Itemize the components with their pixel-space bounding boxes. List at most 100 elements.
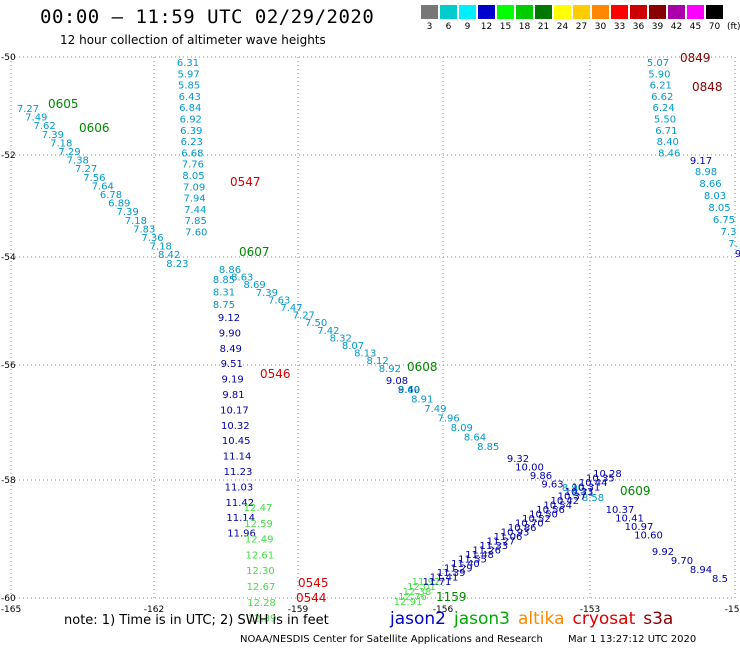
- pass-time-label: 0547: [230, 175, 261, 189]
- wave-height-label: 7.3: [721, 227, 737, 238]
- wave-height-label: 7.18: [150, 242, 172, 253]
- wave-height-label: 10.97: [625, 522, 654, 533]
- wave-height-label: 8.71: [572, 488, 594, 499]
- wave-height-label: 9.17: [690, 156, 712, 167]
- scale-swatch: [459, 5, 476, 19]
- credit-text: NOAA/NESDIS Center for Satellite Applica…: [240, 634, 543, 645]
- scale-label: 42: [670, 22, 683, 32]
- wave-height-label: 12.01: [407, 582, 436, 593]
- wave-height-label: 7.94: [183, 194, 205, 205]
- wave-height-label: 11.26: [472, 546, 501, 557]
- scale-swatch: [649, 5, 666, 19]
- wave-height-label: 11.14: [226, 513, 255, 524]
- wave-height-label: 7.18: [50, 138, 72, 149]
- wave-height-label: 8.46: [658, 148, 680, 159]
- wave-height-label: 6.39: [180, 126, 202, 137]
- wave-height-label: 12.30: [246, 566, 275, 577]
- wave-height-label: 11.55: [458, 555, 487, 566]
- wave-height-label: 8.49: [220, 344, 242, 355]
- page-title: 00:00 – 11:59 UTC 02/29/2020: [40, 6, 375, 28]
- lon-tick-label: -159: [288, 605, 309, 615]
- scale-unit: (ft): [727, 22, 740, 32]
- wave-height-label: 7.96: [437, 414, 459, 425]
- wave-height-label: 10.35: [586, 474, 615, 485]
- satellite-legend-item: jason3: [454, 609, 510, 629]
- wave-height-label: 10.17: [220, 405, 249, 416]
- pass-time-label: 0546: [260, 367, 291, 381]
- altimeter-track: 8.908.718.58: [562, 483, 604, 504]
- wave-height-label: 10.37: [606, 505, 635, 516]
- wave-height-label: 8.75: [213, 300, 235, 311]
- satellite-tracks: 7.277.497.627.397.187.297.387.277.567.64…: [17, 58, 740, 625]
- wave-height-label: 10.50: [529, 510, 558, 521]
- wave-height-label: 9: [735, 249, 740, 260]
- wave-height-label: 8.07: [342, 341, 364, 352]
- scale-label: 36: [632, 22, 645, 32]
- lon-tick-label: -150: [725, 605, 740, 615]
- wave-height-label: 9.90: [219, 328, 241, 339]
- altimeter-track: 12.47 12.59 12.49 12.61 12.30 12.67 12.28 12.39: [244, 503, 277, 625]
- wave-height-label: 7.09: [183, 182, 205, 193]
- wave-height-label: 10.32: [221, 421, 250, 432]
- pass-time-label: 0849: [680, 51, 711, 65]
- wave-height-label: 9.63: [541, 480, 563, 491]
- wave-height-label: 9.19: [221, 375, 243, 386]
- wave-height-label: 7.39: [116, 207, 138, 218]
- scale-swatch: [516, 5, 533, 19]
- lon-tick-label: -156: [433, 605, 454, 615]
- wave-height-label: 7.62: [33, 121, 55, 132]
- scale-label: 3: [426, 22, 433, 32]
- altimeter-track: 9.929.708.948.5: [652, 547, 728, 585]
- altimeter-track: 8.868.638.697.397.637.477.277.507.428.32…: [219, 265, 401, 375]
- altimeter-track: 9.12 9.90 8.49 9.51 9.19 9.81 10.17 10.32 10.45 1…: [218, 313, 256, 540]
- wave-height-label: 8.32: [330, 333, 352, 344]
- wave-height-label: 11.92: [412, 577, 441, 588]
- wave-height-label: 11.27: [487, 537, 516, 548]
- scale-swatch: [592, 5, 609, 19]
- wave-height-label: 12.49: [245, 535, 274, 546]
- pass-time-label: 1159: [436, 590, 467, 604]
- map-tick-labels: -165 -162 -159 -156 -153 -150 -50 -52 -54 -56 -58 -…: [1, 53, 740, 615]
- wave-height-label: 10.60: [634, 531, 663, 542]
- wave-height-label: 6.78: [100, 190, 122, 201]
- wave-height-label: 8.05: [182, 171, 204, 182]
- altimeter-track: 11.7111.4111.3911.2911.4011.5511.4811.26…: [423, 469, 622, 588]
- wave-height-label: 7.56: [83, 173, 105, 184]
- scale-swatch: [478, 5, 495, 19]
- wave-height-label: 11.14: [223, 452, 252, 463]
- wave-height-label: 7.36: [141, 233, 163, 244]
- wave-height-label: 11.03: [225, 482, 254, 493]
- wave-height-label: 8.05: [708, 203, 730, 214]
- wave-height-label: 6.21: [650, 81, 672, 92]
- wave-height-label: 12.38: [403, 587, 432, 598]
- wave-height-label: 10.00: [515, 463, 544, 474]
- wave-height-label: 10.42: [550, 496, 579, 507]
- wave-height-label: 8.69: [243, 280, 265, 291]
- wave-height-label: 8.42: [158, 250, 180, 261]
- wave-height-label: 10.37: [558, 492, 587, 503]
- wave-height-label: 6.84: [179, 103, 201, 114]
- wave-height-label: 5.90: [648, 69, 670, 80]
- wave-height-label: 6.23: [181, 137, 203, 148]
- wave-height-label: 7.64: [92, 181, 114, 192]
- wave-height-label: 10.45: [222, 436, 251, 447]
- wave-height-label: 9.70: [671, 556, 693, 567]
- lat-tick-label: -56: [1, 361, 16, 371]
- wave-height-label: 11.71: [423, 577, 452, 588]
- wave-height-label: 12.39: [248, 614, 277, 625]
- wave-height-label: 8.64: [464, 433, 486, 444]
- wave-height-label: 8.66: [699, 179, 721, 190]
- wave-height-label: 5.97: [177, 69, 199, 80]
- wave-height-label: 8.85: [213, 275, 235, 286]
- wave-height-label: 8.31: [213, 288, 235, 299]
- scale-label: 15: [499, 22, 512, 32]
- wave-height-label: 7.42: [317, 326, 339, 337]
- wave-height-label: 7.83: [133, 224, 155, 235]
- wave-height-label: 6.92: [180, 115, 202, 126]
- wave-height-label: 12.47: [244, 503, 273, 514]
- scale-swatch: [554, 5, 571, 19]
- wave-height-label: 6.89: [108, 199, 130, 210]
- scale-swatch: [497, 5, 514, 19]
